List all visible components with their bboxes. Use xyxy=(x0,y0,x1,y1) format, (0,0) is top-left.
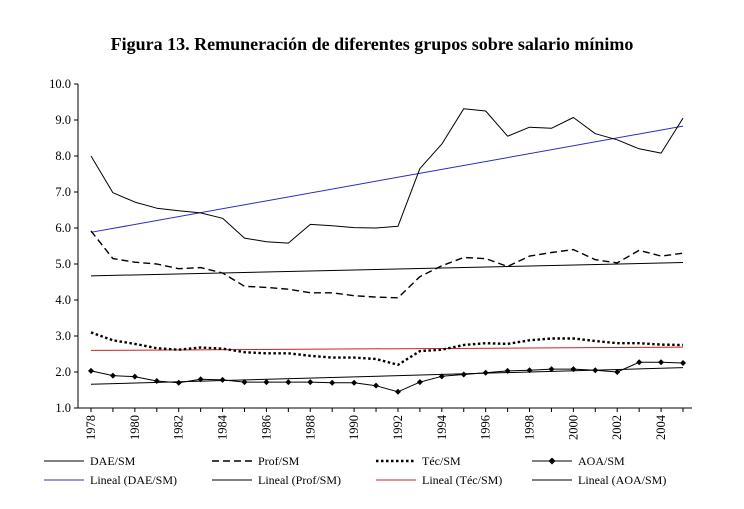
x-tick-label: 1986 xyxy=(259,415,273,440)
data-marker xyxy=(285,379,292,386)
x-tick-label: 2002 xyxy=(610,415,624,440)
chart-title: Figura 13. Remuneración de diferentes gr… xyxy=(110,34,634,54)
data-marker xyxy=(153,378,160,384)
y-axis-labels: 1.0 2.0 3.0 4.0 5.0 6.0 7.0 8.0 9.0 10.0 xyxy=(49,77,71,415)
x-tick-label: 1998 xyxy=(523,415,537,440)
data-marker xyxy=(460,371,467,378)
data-marker xyxy=(109,372,116,379)
y-tick-label: 3.0 xyxy=(55,329,71,343)
series-line-3 xyxy=(90,361,684,393)
series-line-2 xyxy=(90,331,684,366)
data-marker xyxy=(526,367,533,374)
data-marker xyxy=(175,379,182,386)
trend-line-5 xyxy=(90,262,684,277)
data-marker xyxy=(88,367,94,374)
data-marker xyxy=(219,376,226,383)
y-tick-label: 1.0 xyxy=(55,401,71,415)
legend-label-2: Téc/SM xyxy=(422,454,461,468)
y-tick-label: 7.0 xyxy=(55,185,71,199)
y-tick-label: 6.0 xyxy=(55,221,71,235)
y-tick-label: 4.0 xyxy=(55,293,71,307)
series-line-1 xyxy=(90,230,684,299)
y-tick-label: 5.0 xyxy=(55,257,71,271)
x-tick-label: 1992 xyxy=(391,415,405,440)
legend-label-7: Lineal (AOA/SM) xyxy=(578,473,666,487)
chart-axes xyxy=(74,83,692,412)
data-marker xyxy=(263,379,270,386)
data-marker xyxy=(570,366,577,373)
x-tick-label: 1984 xyxy=(216,414,230,440)
legend: DAE/SM Prof/SM Téc/SM AOA/SM Lineal (DAE/SM)… xyxy=(44,454,666,487)
x-tick-label: 1990 xyxy=(347,415,361,440)
legend-label-4: Lineal (DAE/SM) xyxy=(90,473,177,487)
data-marker xyxy=(131,373,138,380)
x-tick-label: 2000 xyxy=(566,415,580,440)
legend-label-0: DAE/SM xyxy=(90,454,136,468)
y-tick-label: 8.0 xyxy=(55,149,71,163)
data-marker xyxy=(307,379,314,386)
trend-line-4 xyxy=(90,125,684,233)
x-tick-label: 1994 xyxy=(435,414,449,440)
legend-label-1: Prof/SM xyxy=(258,454,300,468)
x-tick-label: 1988 xyxy=(303,415,317,440)
x-tick-label: 1982 xyxy=(172,415,186,440)
x-tick-label: 1996 xyxy=(479,415,493,440)
y-tick-label: 10.0 xyxy=(49,77,71,91)
x-tick-label: 1980 xyxy=(128,415,142,440)
data-marker xyxy=(416,379,423,386)
x-tick-label: 2004 xyxy=(654,414,668,440)
data-marker xyxy=(680,360,686,366)
data-marker xyxy=(592,367,599,374)
x-tick-label: 1978 xyxy=(84,415,98,440)
x-axis-labels: 1978 1980 1982 1984 1986 1988 1990 1992 1994 1996… xyxy=(84,414,668,440)
data-marker xyxy=(636,359,643,366)
data-marker xyxy=(658,359,665,366)
data-marker xyxy=(351,379,358,386)
data-marker xyxy=(394,388,401,395)
data-marker xyxy=(504,367,511,374)
data-marker xyxy=(482,369,489,376)
data-marker xyxy=(373,382,380,389)
data-series xyxy=(88,108,686,395)
series-line-0 xyxy=(90,108,684,244)
data-marker xyxy=(241,379,248,386)
data-marker xyxy=(329,379,336,386)
data-marker xyxy=(197,376,204,383)
legend-label-3: AOA/SM xyxy=(578,454,625,468)
trend-line-6 xyxy=(90,346,684,351)
data-marker xyxy=(438,373,445,380)
trend-lines xyxy=(90,125,684,385)
y-tick-label: 9.0 xyxy=(55,113,71,127)
y-tick-label: 2.0 xyxy=(55,365,71,379)
legend-marker xyxy=(548,457,556,465)
data-marker xyxy=(548,366,555,373)
legend-label-5: Lineal (Prof/SM) xyxy=(258,473,341,487)
data-marker xyxy=(614,369,621,375)
legend-label-6: Lineal (Téc/SM) xyxy=(422,473,502,487)
